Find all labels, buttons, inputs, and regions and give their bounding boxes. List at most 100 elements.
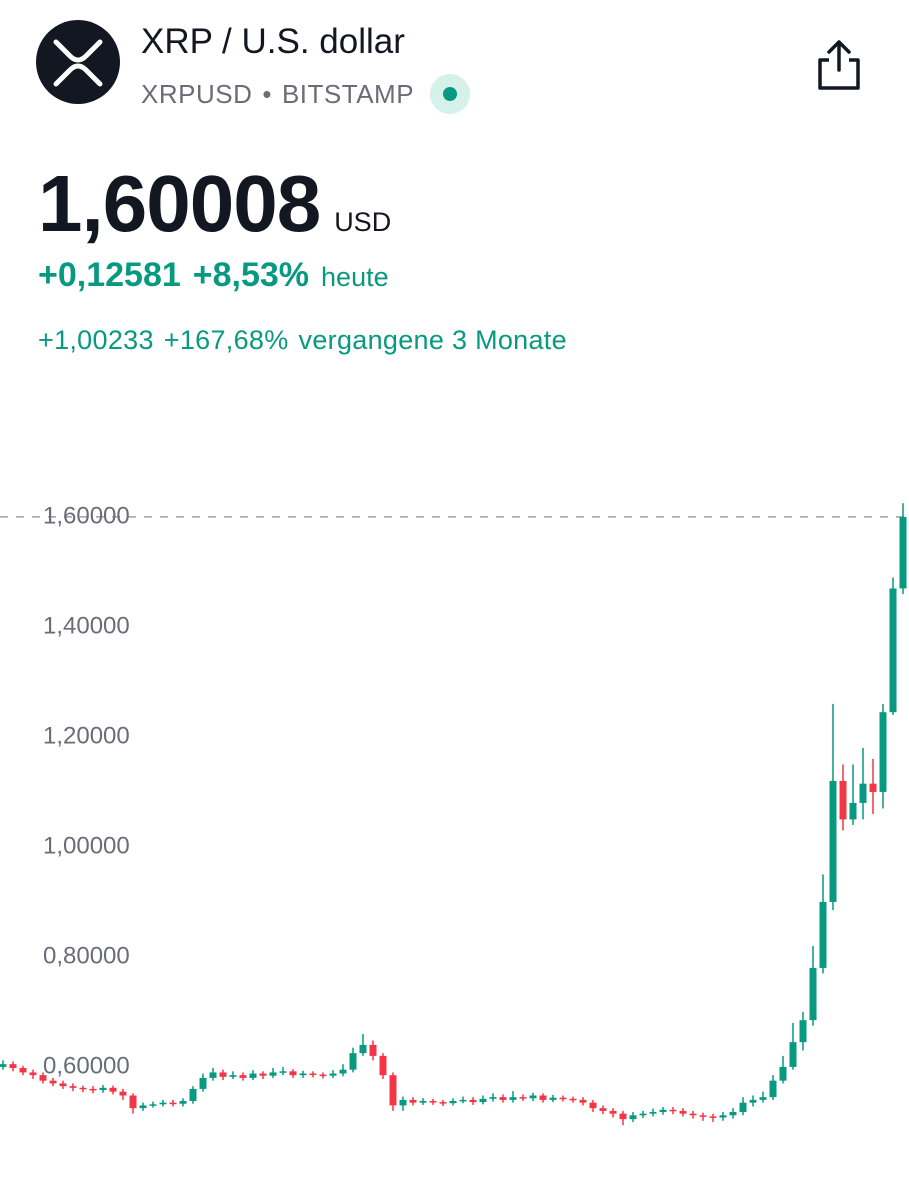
candle-body bbox=[679, 1110, 687, 1114]
share-button[interactable] bbox=[814, 38, 864, 92]
daily-change: +0,12581 +8,53% heute bbox=[38, 256, 389, 295]
candle-body bbox=[159, 1102, 167, 1105]
candle-body bbox=[419, 1101, 427, 1103]
candle-body bbox=[139, 1105, 147, 1109]
candle-body bbox=[439, 1102, 447, 1104]
price-row: 1,60008 USD bbox=[38, 158, 391, 250]
change: +0,12581 bbox=[38, 256, 181, 294]
candle-body bbox=[429, 1101, 437, 1103]
candle-body bbox=[539, 1095, 547, 1100]
candle-body bbox=[459, 1099, 467, 1102]
candle-body bbox=[869, 783, 877, 792]
candle-body bbox=[99, 1087, 107, 1091]
candle-body bbox=[479, 1098, 487, 1103]
candle-body bbox=[859, 783, 867, 803]
symbol-subtitle: XRPUSD • BITSTAMP bbox=[141, 74, 471, 114]
candle-body bbox=[19, 1068, 27, 1073]
candle-body bbox=[9, 1064, 17, 1069]
candle-body bbox=[379, 1055, 387, 1076]
candle-body bbox=[59, 1083, 67, 1087]
candle-body bbox=[349, 1053, 357, 1070]
candle-body bbox=[629, 1115, 637, 1120]
candle-body bbox=[599, 1108, 607, 1111]
period-label: vergangene 3 Monate bbox=[298, 325, 567, 355]
candle-body bbox=[449, 1101, 457, 1104]
candle-body bbox=[579, 1099, 587, 1103]
candle-body bbox=[639, 1113, 647, 1116]
symbol-title: XRP / U.S. dollar bbox=[141, 22, 405, 61]
candle-body bbox=[589, 1102, 597, 1109]
candle-body bbox=[729, 1112, 737, 1116]
candle-body bbox=[359, 1044, 367, 1054]
candle-body bbox=[829, 780, 837, 902]
candle-body bbox=[169, 1102, 177, 1105]
candle-body bbox=[719, 1115, 727, 1118]
candle-body bbox=[549, 1097, 557, 1100]
candle-body bbox=[189, 1088, 197, 1102]
candle-body bbox=[129, 1095, 137, 1109]
candle-body bbox=[799, 1020, 807, 1043]
candle-body bbox=[769, 1080, 777, 1098]
separator: • bbox=[262, 78, 272, 109]
period-change: +1,00233 +167,68% vergangene 3 Monate bbox=[38, 325, 567, 356]
candle-body bbox=[309, 1073, 317, 1076]
candle-body bbox=[389, 1075, 397, 1106]
change-period: heute bbox=[321, 262, 389, 292]
candle-body bbox=[49, 1080, 57, 1084]
candle-body bbox=[749, 1099, 757, 1103]
y-tick-label: 0,80000 bbox=[43, 942, 130, 969]
live-indicator bbox=[430, 74, 471, 114]
candle-body bbox=[779, 1066, 787, 1081]
candle-body bbox=[89, 1088, 97, 1091]
candle-body bbox=[649, 1112, 657, 1114]
candle-body bbox=[209, 1072, 217, 1078]
candle-body bbox=[849, 802, 857, 820]
candle-body bbox=[229, 1075, 237, 1077]
candle-body bbox=[699, 1115, 707, 1117]
candle-body bbox=[219, 1072, 227, 1077]
chart: 0,60000 0,80000 1,00000 1,20000 1,40000 1,600… bbox=[0, 502, 909, 1126]
candle-body bbox=[339, 1069, 347, 1074]
candle-body bbox=[889, 588, 897, 713]
y-tick-label: 1,60000 bbox=[43, 502, 130, 529]
candle-body bbox=[199, 1077, 207, 1089]
candle-body bbox=[619, 1113, 627, 1120]
candle-body bbox=[319, 1074, 327, 1077]
candle-body bbox=[239, 1075, 247, 1078]
candle-body bbox=[249, 1073, 257, 1078]
y-tick-label: 1,20000 bbox=[43, 722, 130, 749]
candle-body bbox=[789, 1042, 797, 1067]
y-tick-label: 1,40000 bbox=[43, 612, 130, 639]
change-percent: +8,53% bbox=[192, 256, 310, 294]
candle-body bbox=[739, 1102, 747, 1113]
logo bbox=[36, 20, 120, 104]
candle-body bbox=[329, 1073, 337, 1076]
period-change-value: +1,00233 bbox=[38, 325, 154, 355]
candle-body bbox=[409, 1099, 417, 1103]
candle-body bbox=[659, 1109, 667, 1113]
candle-body bbox=[179, 1101, 187, 1104]
y-tick-label: 0,60000 bbox=[43, 1052, 130, 1079]
candle-body bbox=[29, 1072, 37, 1076]
candle-body bbox=[669, 1109, 677, 1112]
candle-body bbox=[519, 1097, 527, 1099]
last-price: 1,60008 bbox=[38, 159, 321, 248]
candle-body bbox=[759, 1097, 767, 1100]
candle-body bbox=[689, 1113, 697, 1116]
candle-body bbox=[279, 1071, 287, 1073]
candle-body bbox=[609, 1110, 617, 1114]
currency: USD bbox=[334, 207, 392, 237]
candle-body bbox=[269, 1072, 277, 1076]
candle-body bbox=[289, 1071, 297, 1076]
exchange: BITSTAMP bbox=[281, 78, 415, 109]
candle-body bbox=[819, 901, 827, 968]
y-tick-label: 1,00000 bbox=[43, 832, 130, 859]
candle-body bbox=[119, 1091, 127, 1096]
candle-body bbox=[79, 1087, 87, 1090]
candle-body bbox=[299, 1073, 307, 1076]
candle-body bbox=[489, 1097, 497, 1099]
candle-body bbox=[69, 1086, 77, 1088]
candle-body bbox=[509, 1097, 517, 1100]
candle-body bbox=[109, 1087, 117, 1092]
